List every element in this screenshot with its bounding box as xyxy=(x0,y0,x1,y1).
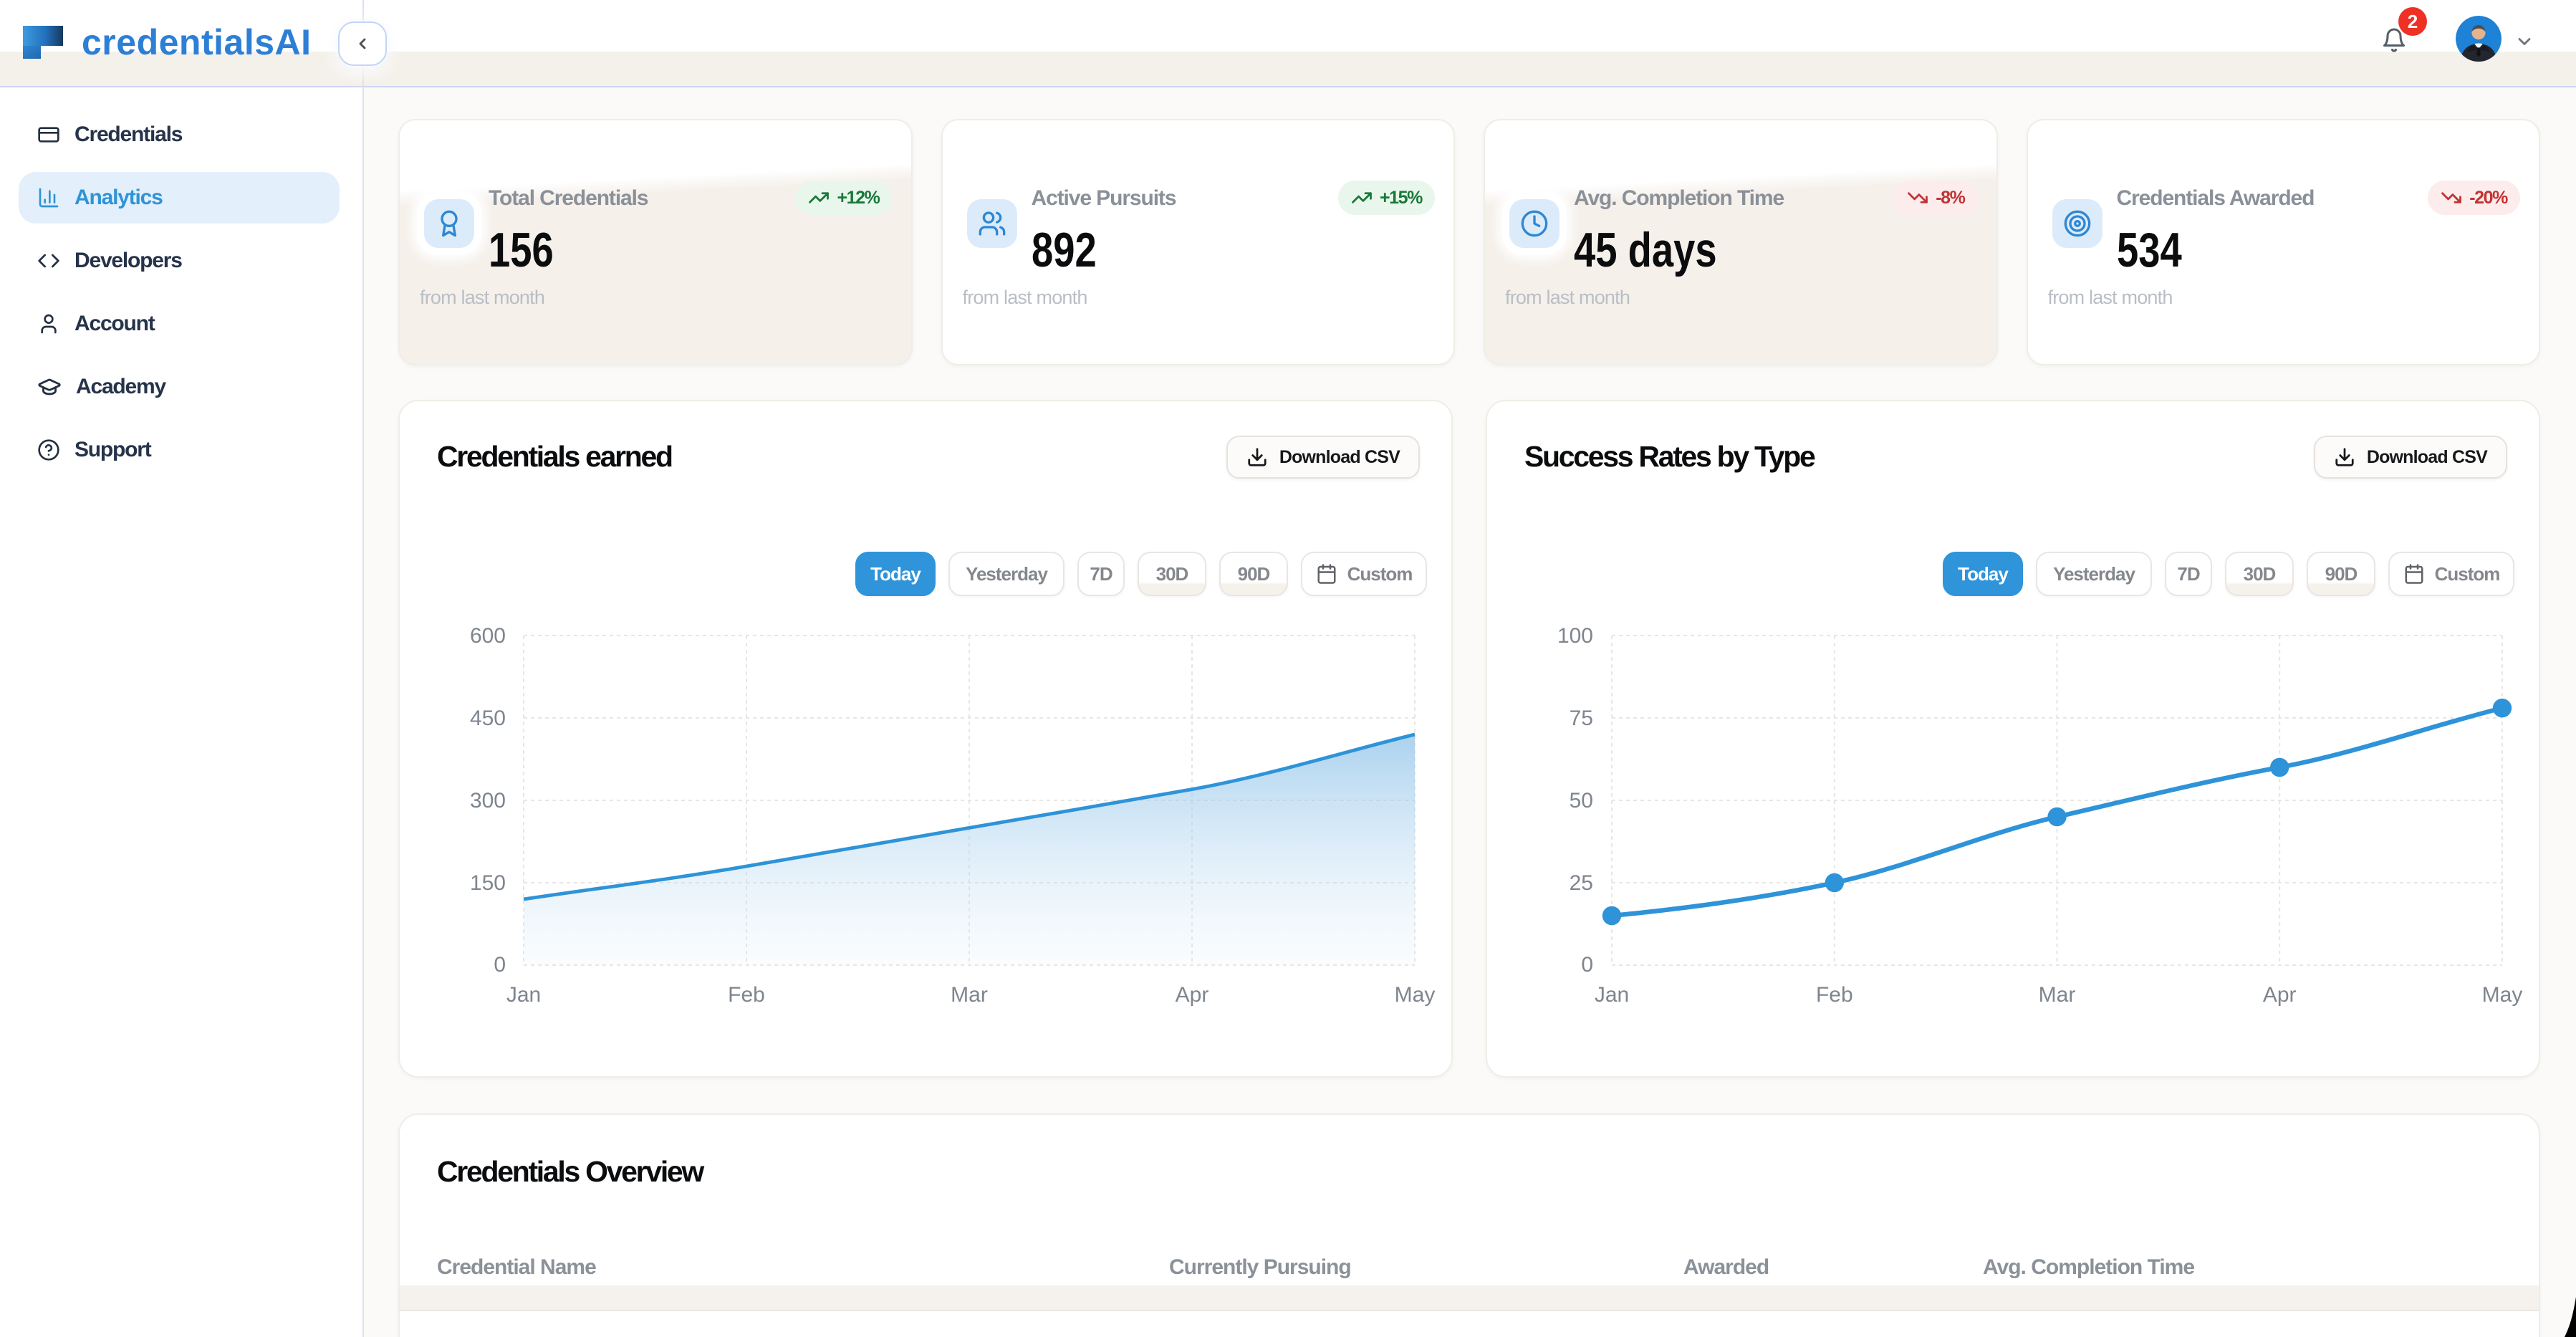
svg-text:300: 300 xyxy=(470,789,506,813)
svg-text:Mar: Mar xyxy=(2039,983,2076,1007)
svg-text:100: 100 xyxy=(1557,624,1593,648)
svg-text:50: 50 xyxy=(1570,789,1593,813)
svg-text:450: 450 xyxy=(470,706,506,730)
svg-text:Jan: Jan xyxy=(506,983,541,1007)
svg-text:25: 25 xyxy=(1570,871,1593,895)
svg-text:0: 0 xyxy=(494,953,506,977)
svg-text:Apr: Apr xyxy=(2263,983,2297,1007)
svg-text:150: 150 xyxy=(470,871,506,895)
svg-text:600: 600 xyxy=(470,624,506,648)
svg-text:Feb: Feb xyxy=(728,983,765,1007)
svg-text:75: 75 xyxy=(1570,706,1593,730)
svg-text:May: May xyxy=(1395,983,1436,1007)
svg-text:Mar: Mar xyxy=(951,983,988,1007)
svg-text:0: 0 xyxy=(1581,953,1593,977)
svg-text:Feb: Feb xyxy=(1816,983,1853,1007)
svg-text:Jan: Jan xyxy=(1595,983,1629,1007)
svg-text:May: May xyxy=(2482,983,2523,1007)
svg-text:Apr: Apr xyxy=(1176,983,1209,1007)
